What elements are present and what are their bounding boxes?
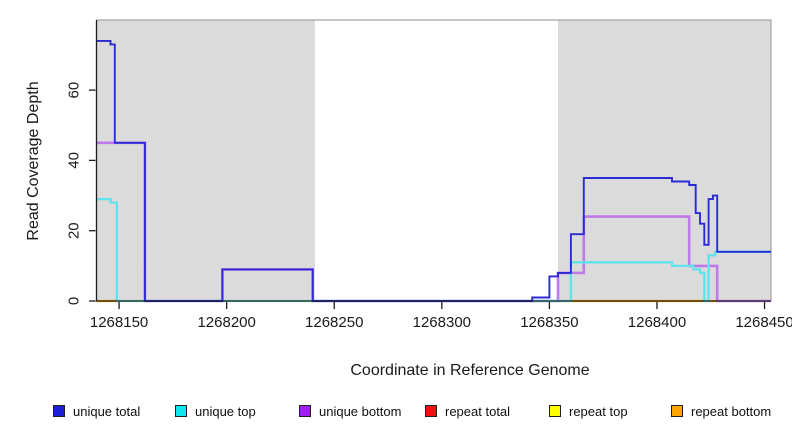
legend-swatch-unique-top: [175, 405, 187, 417]
axis-lines: [95, 20, 771, 302]
x-tick-label-1268350: 1268350: [520, 314, 578, 331]
legend-label-repeat-bottom: repeat bottom: [691, 403, 772, 419]
x-tick-label-1268250: 1268250: [305, 314, 363, 331]
shaded-region-1: [558, 20, 771, 301]
legend-item-repeat-bottom: repeat bottom: [671, 401, 771, 421]
x-tick-label-1268400: 1268400: [628, 314, 686, 331]
legend-item-unique-bottom: unique bottom: [299, 401, 401, 421]
legend-swatch-unique-bottom: [299, 405, 311, 417]
legend-label-unique-top: unique top: [195, 403, 256, 419]
plot-canvas: 1268150 1268200 1268250 1268300 1268350 12684…: [66, 19, 792, 331]
unique-top-line: [96, 197, 771, 303]
legend-label-repeat-top: repeat top: [569, 403, 628, 419]
x-tick-label-1268450: 1268450: [735, 314, 792, 331]
legend-swatch-unique-total: [53, 405, 65, 417]
legend-swatch-repeat-bottom: [671, 405, 683, 417]
x-tick-label-1268150: 1268150: [90, 314, 148, 331]
x-tick-label-1268300: 1268300: [413, 314, 471, 331]
y-tick-label-20: 20: [66, 222, 83, 239]
chart-legend: unique total unique top unique bottom repea…: [0, 401, 792, 423]
x-axis-title: Coordinate in Reference Genome: [350, 362, 590, 379]
panel-border: [96, 19, 772, 301]
legend-label-unique-total: unique total: [73, 403, 141, 419]
legend-item-unique-top: unique top: [175, 401, 256, 421]
legend-label-repeat-total: repeat total: [445, 403, 511, 419]
legend-item-repeat-top: repeat top: [549, 401, 628, 421]
legend-item-repeat-total: repeat total: [425, 401, 510, 421]
y-tick-label-60: 60: [66, 82, 83, 99]
x-axis-title-row: Coordinate in Reference Genome: [0, 362, 792, 380]
legend-swatch-repeat-total: [425, 405, 437, 417]
legend-item-unique-total: unique total: [53, 401, 140, 421]
y-axis-title: Read Coverage Depth: [25, 81, 42, 241]
y-tick-label-0: 0: [66, 297, 83, 305]
legend-swatch-repeat-top: [549, 405, 561, 417]
y-tick-label-40: 40: [66, 152, 83, 169]
x-tick-label-1268200: 1268200: [197, 314, 255, 331]
legend-label-unique-bottom: unique bottom: [319, 403, 402, 419]
shaded-region-0: [96, 20, 315, 301]
